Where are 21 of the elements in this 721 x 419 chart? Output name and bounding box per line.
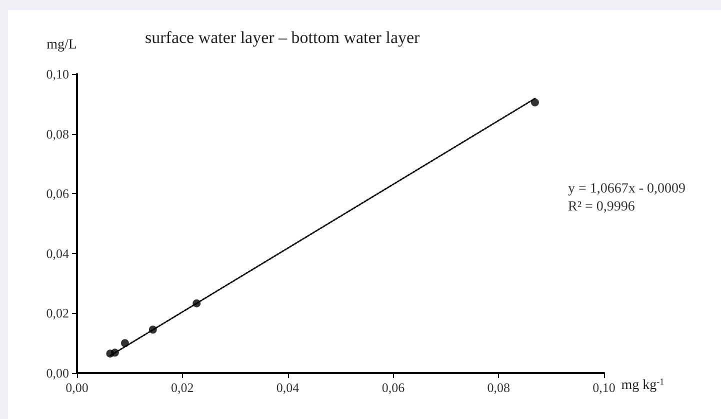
annotation: R² = 0,9996	[568, 200, 635, 214]
y-tick-label: 0,08	[46, 126, 69, 142]
annotation: y = 1,0667x - 0,0009	[568, 182, 686, 196]
y-tick-label: 0,10	[46, 66, 69, 82]
y-tick-label: 0,06	[46, 186, 70, 202]
point	[148, 326, 157, 334]
y-tick-label: 0,02	[46, 306, 69, 321]
point	[120, 339, 129, 348]
x-tick-label: 0,04	[276, 380, 300, 395]
x-tick-label: 0,08	[487, 380, 510, 395]
x-tick-label: 0,06	[382, 380, 406, 395]
y-axis-title: mg/L	[46, 38, 77, 52]
x-tick-label: 0,02	[171, 380, 194, 395]
point	[530, 98, 539, 106]
y-tick-label: 0,04	[46, 246, 70, 261]
point	[192, 299, 201, 308]
y-tick-label: 0,00	[46, 366, 69, 380]
point	[110, 348, 119, 357]
x-tick-label: 0,10	[592, 380, 616, 395]
chart-title: surface water layer – bottom water layer	[145, 28, 420, 47]
x-tick-label: 0,00	[66, 380, 88, 395]
